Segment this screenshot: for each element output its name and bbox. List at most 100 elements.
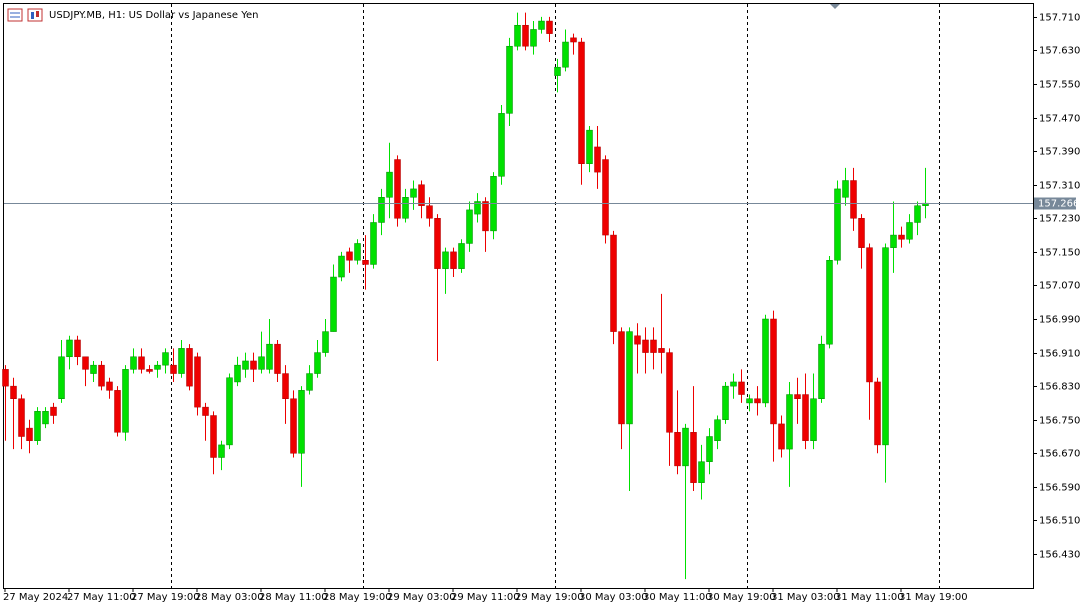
candle-body	[162, 352, 169, 366]
candle-body	[458, 243, 465, 269]
plot-frame	[3, 3, 1034, 589]
candle-body	[522, 24, 529, 47]
candle-body	[570, 37, 577, 43]
candle-body	[586, 129, 593, 164]
candle-body	[306, 373, 313, 391]
x-tick-label: 31 May 03:00	[771, 592, 840, 603]
candle-body	[122, 369, 129, 433]
icon	[36, 11, 39, 17]
candle-body	[402, 197, 409, 219]
icon	[27, 8, 43, 22]
candle-body	[26, 427, 33, 441]
candle-body	[314, 352, 321, 374]
candle-body	[802, 394, 809, 441]
candle-body	[266, 343, 273, 370]
candle-body	[178, 348, 185, 374]
candle-body	[186, 348, 193, 387]
candle-body	[434, 218, 441, 269]
candle-body	[66, 339, 73, 358]
x-tick-label: 27 May 2024	[3, 592, 68, 603]
candle-body	[898, 234, 905, 240]
candle-body	[642, 339, 649, 353]
candle-body	[610, 234, 617, 332]
candle-body	[794, 394, 801, 399]
candle-body	[10, 385, 17, 399]
candle-body	[42, 411, 49, 425]
candle-body	[50, 406, 57, 416]
candle-body	[362, 259, 369, 265]
candle-body	[594, 146, 601, 173]
candle-body	[874, 381, 881, 446]
candle-body	[418, 184, 425, 206]
candle-body	[154, 364, 161, 370]
candle-body	[482, 201, 489, 232]
candle-body	[426, 205, 433, 219]
x-tick-label: 29 May 03:00	[387, 592, 456, 603]
candle-body	[562, 41, 569, 68]
candle-body	[258, 356, 265, 370]
candle-body	[18, 398, 25, 437]
x-tick-label: 30 May 19:00	[707, 592, 776, 603]
x-tick-label: 28 May 19:00	[323, 592, 392, 603]
shift-marker	[830, 4, 840, 9]
x-tick-label: 29 May 11:00	[451, 592, 520, 603]
candle-body	[818, 343, 825, 399]
candle-body	[538, 20, 545, 30]
price-tag	[1034, 197, 1076, 210]
candle-body	[650, 339, 657, 353]
candle-body	[730, 381, 737, 387]
candle-body	[98, 364, 105, 387]
candle-body	[450, 251, 457, 269]
candle-body	[762, 318, 769, 404]
candle-body	[546, 20, 553, 34]
candle-body	[282, 373, 289, 399]
candle-body	[234, 364, 241, 383]
candle-body	[346, 251, 353, 261]
x-tick-label: 30 May 11:00	[643, 592, 712, 603]
candle-body	[210, 415, 217, 458]
candle-body	[770, 318, 777, 425]
x-tick-label: 27 May 19:00	[131, 592, 200, 603]
candle-body	[194, 356, 201, 408]
candle-body	[514, 24, 521, 47]
candle-body	[722, 385, 729, 420]
candle-body	[354, 243, 361, 261]
candle-body	[130, 356, 137, 370]
candle-body	[2, 369, 9, 387]
candle-body	[786, 394, 793, 450]
candle-body	[298, 390, 305, 454]
candle-body	[578, 41, 585, 164]
candle-body	[666, 352, 673, 433]
y-tick-label: 156.750	[1039, 416, 1080, 427]
candle-body	[74, 339, 81, 358]
candle-body	[850, 180, 857, 219]
y-tick-label: 157.070	[1039, 281, 1080, 292]
candle-body	[82, 356, 89, 370]
candle-body	[674, 432, 681, 467]
candle-body	[114, 390, 121, 433]
candle-body	[138, 356, 145, 370]
candle-body	[202, 406, 209, 416]
candle-body	[90, 364, 97, 374]
candle-body	[842, 180, 849, 198]
candle-body	[170, 364, 177, 374]
candle-body	[146, 369, 153, 372]
candle-body	[218, 444, 225, 458]
x-tick-label: 31 May 19:00	[899, 592, 968, 603]
y-tick-label: 157.150	[1039, 248, 1080, 259]
candle-body	[810, 398, 817, 441]
candle-body	[290, 398, 297, 454]
candle-body	[882, 247, 889, 446]
y-tick-label: 157.710	[1039, 13, 1080, 24]
y-tick-label: 157.630	[1039, 46, 1080, 57]
y-tick-label: 156.510	[1039, 516, 1080, 527]
candle-body	[554, 66, 561, 76]
icon	[31, 12, 34, 19]
y-tick-label: 156.430	[1039, 550, 1080, 561]
candle-body	[386, 171, 393, 198]
candle-body	[474, 201, 481, 215]
x-tick-label: 30 May 03:00	[579, 592, 648, 603]
candle-body	[442, 251, 449, 269]
y-tick-label: 157.390	[1039, 147, 1080, 158]
candle-body	[634, 335, 641, 345]
